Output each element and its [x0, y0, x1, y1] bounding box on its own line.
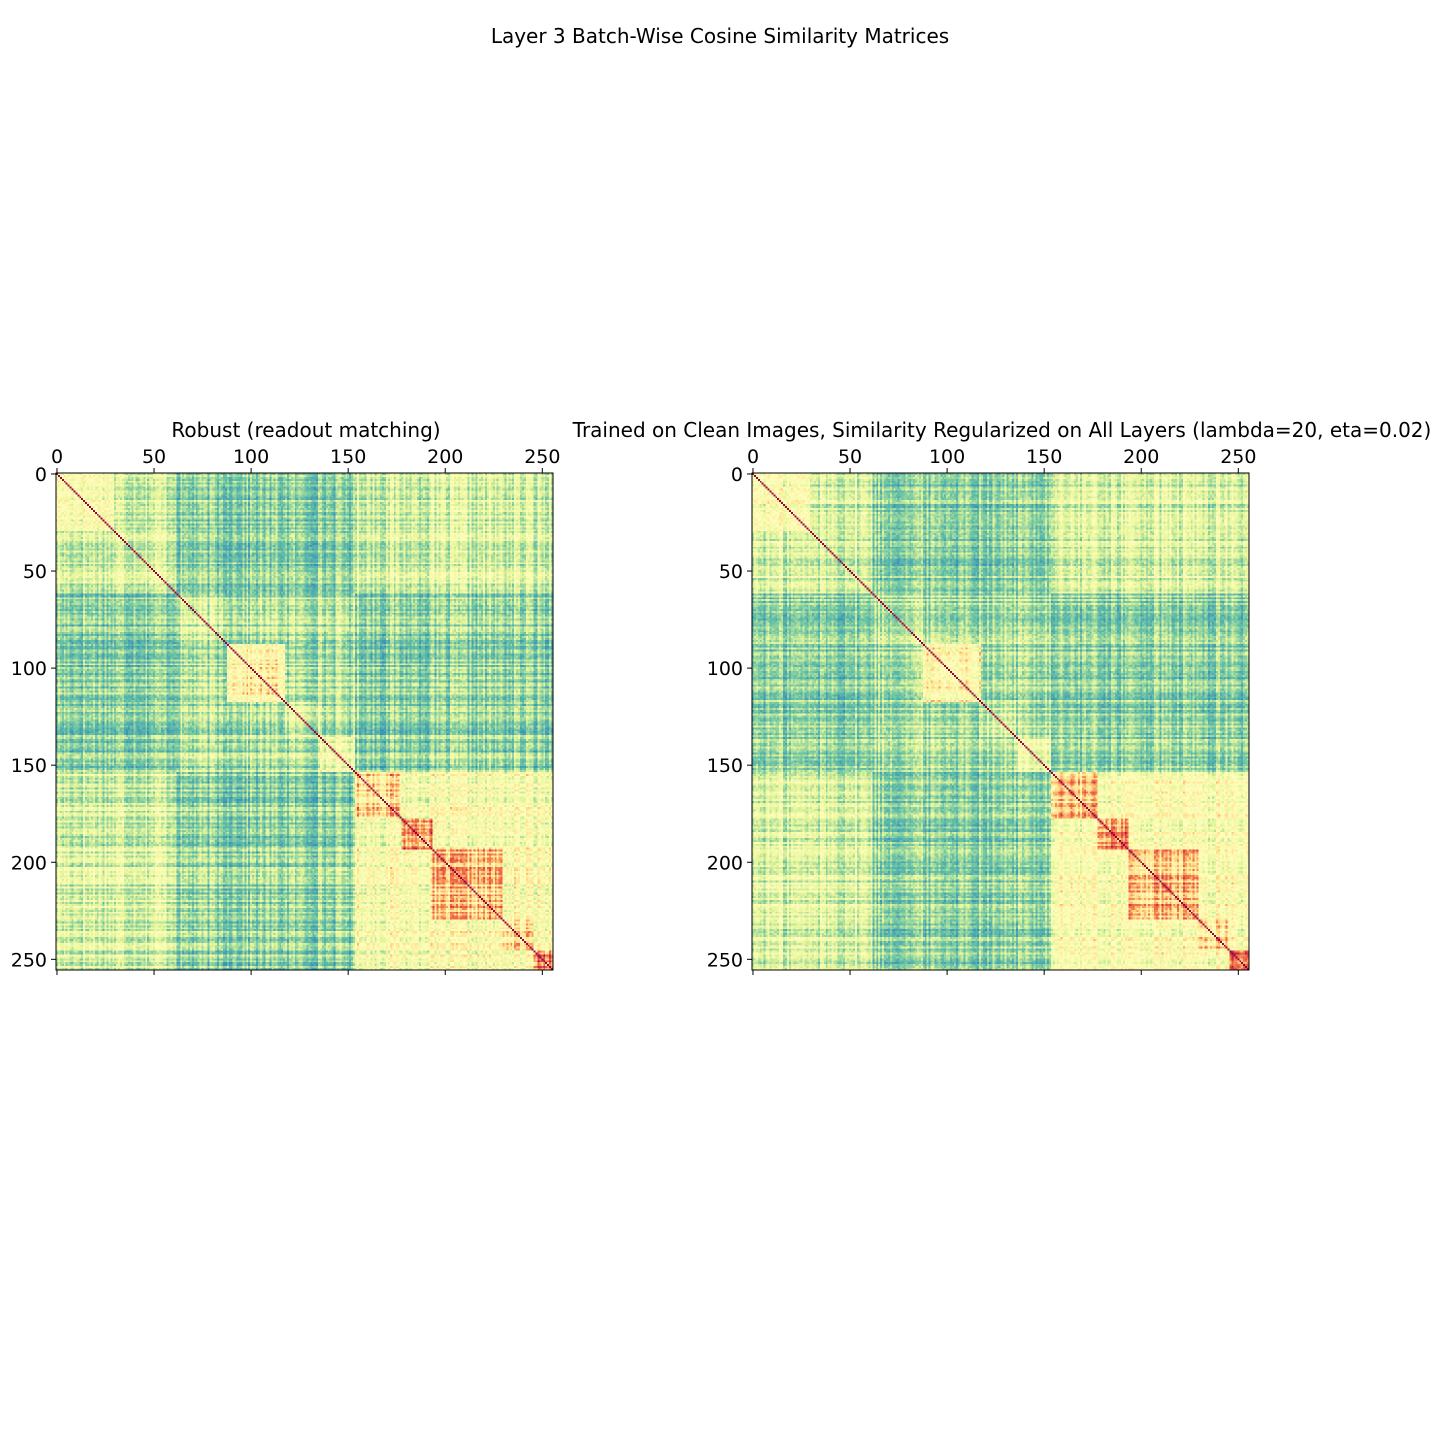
heatmap-panel-left: Robust (readout matching) 0 50 100 150 200 25… [11, 418, 560, 998]
y-tick-label: 100 [707, 658, 743, 680]
x-tick-label: 250 [1220, 446, 1256, 468]
x-tick-label: 100 [929, 446, 965, 468]
heatmap-matrix [56, 473, 553, 970]
x-tick-label: 150 [1026, 446, 1062, 468]
x-tick-label: 50 [838, 446, 862, 468]
y-tick-label: 150 [11, 755, 47, 777]
x-tick-label: 0 [51, 446, 63, 468]
y-tick-label: 50 [23, 561, 47, 583]
y-tick-label: 250 [707, 949, 743, 971]
y-tick-label: 150 [707, 755, 743, 777]
heatmap-matrix [752, 473, 1249, 970]
y-tick-label: 200 [11, 852, 47, 874]
x-tick-label: 50 [142, 446, 166, 468]
y-tick-label: 0 [35, 464, 47, 486]
figure-title: Layer 3 Batch-Wise Cosine Similarity Mat… [490, 24, 950, 48]
y-tick-label: 200 [707, 852, 743, 874]
y-tick-label: 0 [731, 464, 743, 486]
panel-title-right: Trained on Clean Images, Similarity Regu… [572, 418, 1432, 442]
x-tick-label: 150 [330, 446, 366, 468]
heatmap-cells [752, 473, 1249, 970]
heatmap-cells [56, 473, 553, 970]
y-tick-label: 50 [719, 561, 743, 583]
x-tick-label: 0 [747, 446, 759, 468]
plot-frame [55, 472, 554, 971]
y-tick-label: 250 [11, 949, 47, 971]
x-tick-label: 200 [427, 446, 463, 468]
x-tick-label: 100 [233, 446, 269, 468]
heatmap-left: 0 50 100 150 200 250 0 50 100 150 200 250 [11, 446, 560, 975]
x-tick-label: 200 [1123, 446, 1159, 468]
heatmap-panel-right: Trained on Clean Images, Similarity Regu… [573, 418, 1431, 998]
heatmap-right: 0 50 100 150 200 250 0 50 100 150 200 250 [707, 446, 1256, 975]
y-tick-label: 100 [11, 658, 47, 680]
plot-frame [751, 472, 1250, 971]
panel-title-left: Robust (readout matching) [171, 418, 441, 442]
x-tick-label: 250 [524, 446, 560, 468]
